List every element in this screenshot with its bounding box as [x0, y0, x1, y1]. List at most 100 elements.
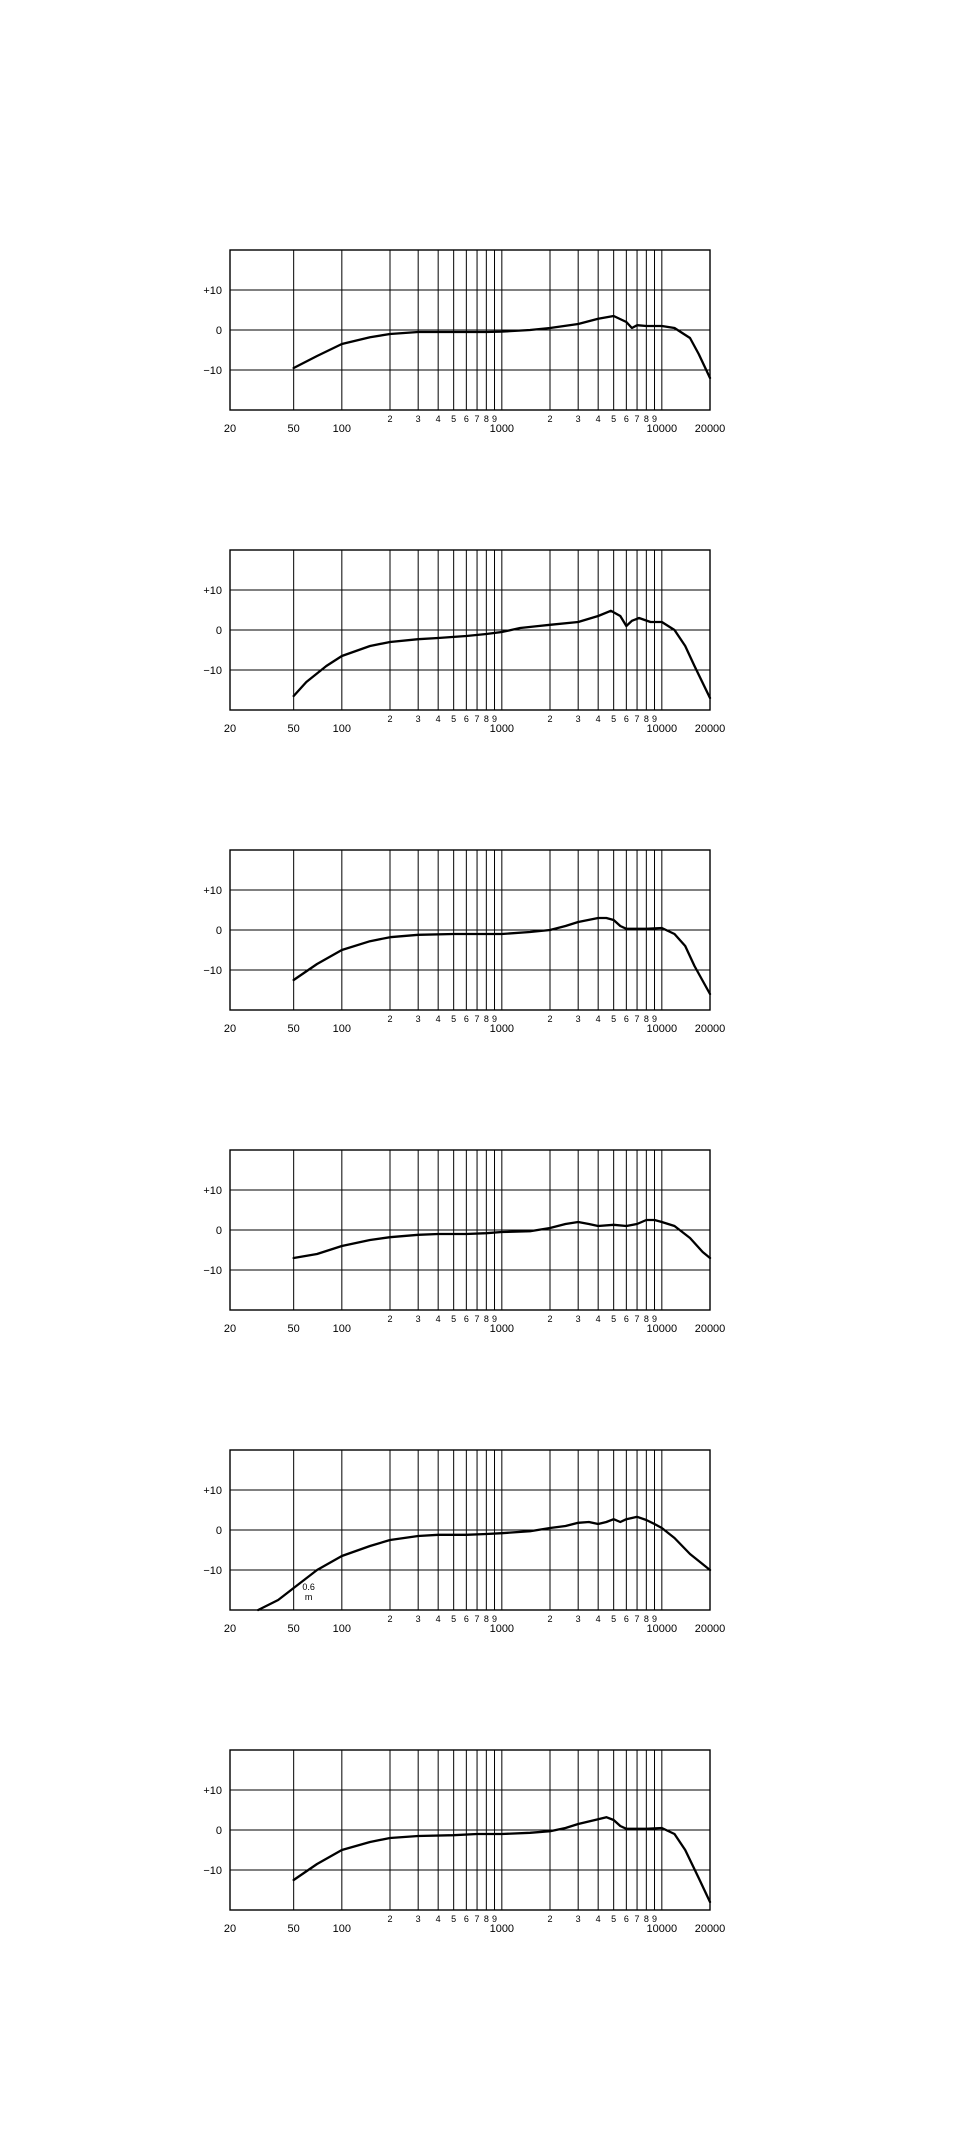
svg-text:2: 2	[387, 1914, 392, 1924]
svg-text:10000: 10000	[647, 1923, 678, 1935]
svg-text:3: 3	[576, 1014, 581, 1024]
svg-text:0: 0	[216, 1825, 222, 1837]
svg-text:6: 6	[464, 1014, 469, 1024]
svg-text:6: 6	[464, 714, 469, 724]
svg-text:4: 4	[436, 414, 441, 424]
svg-text:3: 3	[416, 414, 421, 424]
svg-text:3: 3	[416, 1914, 421, 1924]
svg-text:6: 6	[624, 1914, 629, 1924]
svg-text:20000: 20000	[695, 1623, 726, 1635]
svg-text:3: 3	[576, 1914, 581, 1924]
svg-text:9: 9	[492, 1014, 497, 1024]
svg-text:0: 0	[216, 925, 222, 937]
svg-text:100: 100	[333, 1923, 351, 1935]
svg-text:7: 7	[635, 1914, 640, 1924]
svg-text:7: 7	[475, 1014, 480, 1024]
svg-text:20: 20	[224, 1323, 236, 1335]
svg-text:5: 5	[611, 1914, 616, 1924]
svg-text:9: 9	[652, 1614, 657, 1624]
svg-text:8: 8	[484, 714, 489, 724]
svg-text:0: 0	[216, 325, 222, 337]
svg-text:100: 100	[333, 1023, 351, 1035]
svg-text:3: 3	[416, 714, 421, 724]
chart2: −100+10205010010001000020000234567892345…	[190, 540, 730, 760]
svg-text:0: 0	[216, 1525, 222, 1537]
svg-text:0: 0	[216, 625, 222, 637]
svg-text:9: 9	[492, 714, 497, 724]
svg-text:8: 8	[484, 1014, 489, 1024]
chart-wrapper-chart4: −100+10205010010001000020000234567892345…	[190, 1140, 730, 1360]
svg-text:6: 6	[624, 1614, 629, 1624]
svg-text:20: 20	[224, 1623, 236, 1635]
svg-text:3: 3	[576, 1314, 581, 1324]
svg-text:7: 7	[635, 414, 640, 424]
svg-text:20: 20	[224, 1023, 236, 1035]
chart1: −100+10205010010001000020000234567892345…	[190, 240, 730, 460]
svg-text:10000: 10000	[647, 1023, 678, 1035]
svg-text:2: 2	[547, 414, 552, 424]
svg-text:100: 100	[333, 1323, 351, 1335]
svg-text:5: 5	[611, 1014, 616, 1024]
svg-text:5: 5	[451, 1314, 456, 1324]
svg-text:−10: −10	[203, 365, 222, 377]
svg-text:6: 6	[464, 1914, 469, 1924]
svg-text:6: 6	[624, 1314, 629, 1324]
svg-text:50: 50	[288, 1023, 300, 1035]
svg-text:20000: 20000	[695, 1923, 726, 1935]
svg-text:7: 7	[475, 414, 480, 424]
svg-text:−10: −10	[203, 1565, 222, 1577]
svg-text:9: 9	[492, 414, 497, 424]
svg-text:+10: +10	[203, 1785, 222, 1797]
svg-text:0: 0	[216, 1225, 222, 1237]
svg-text:5: 5	[611, 1314, 616, 1324]
svg-text:5: 5	[451, 1014, 456, 1024]
svg-text:8: 8	[644, 1314, 649, 1324]
svg-text:−10: −10	[203, 965, 222, 977]
svg-text:2: 2	[547, 1314, 552, 1324]
svg-text:8: 8	[484, 1314, 489, 1324]
svg-text:5: 5	[611, 414, 616, 424]
svg-text:10000: 10000	[647, 723, 678, 735]
svg-text:6: 6	[464, 1314, 469, 1324]
svg-text:1000: 1000	[490, 723, 514, 735]
svg-text:7: 7	[635, 1614, 640, 1624]
svg-text:5: 5	[611, 1614, 616, 1624]
svg-text:4: 4	[596, 1014, 601, 1024]
svg-text:20: 20	[224, 423, 236, 435]
svg-text:6: 6	[624, 414, 629, 424]
svg-text:2: 2	[547, 1614, 552, 1624]
svg-text:50: 50	[288, 1323, 300, 1335]
svg-text:−10: −10	[203, 665, 222, 677]
svg-text:20: 20	[224, 723, 236, 735]
svg-text:+10: +10	[203, 1485, 222, 1497]
svg-text:9: 9	[652, 414, 657, 424]
svg-text:4: 4	[596, 1914, 601, 1924]
svg-text:5: 5	[451, 1914, 456, 1924]
svg-text:3: 3	[416, 1314, 421, 1324]
svg-text:3: 3	[576, 714, 581, 724]
svg-text:50: 50	[288, 723, 300, 735]
svg-text:8: 8	[484, 414, 489, 424]
svg-text:8: 8	[644, 1914, 649, 1924]
chart-wrapper-chart2: −100+10205010010001000020000234567892345…	[190, 540, 730, 760]
chart6: −100+10205010010001000020000234567892345…	[190, 1740, 730, 1960]
chart-wrapper-chart5: −100+10205010010001000020000234567892345…	[190, 1440, 730, 1660]
svg-text:2: 2	[387, 714, 392, 724]
svg-text:4: 4	[596, 714, 601, 724]
svg-text:+10: +10	[203, 1185, 222, 1197]
svg-text:4: 4	[436, 1014, 441, 1024]
chart-wrapper-chart6: −100+10205010010001000020000234567892345…	[190, 1740, 730, 1960]
svg-text:9: 9	[492, 1314, 497, 1324]
svg-text:7: 7	[475, 714, 480, 724]
chart4: −100+10205010010001000020000234567892345…	[190, 1140, 730, 1360]
svg-text:6: 6	[464, 414, 469, 424]
svg-text:4: 4	[436, 1614, 441, 1624]
svg-text:50: 50	[288, 1623, 300, 1635]
svg-text:50: 50	[288, 1923, 300, 1935]
svg-text:100: 100	[333, 423, 351, 435]
svg-text:9: 9	[652, 1014, 657, 1024]
svg-text:−10: −10	[203, 1865, 222, 1877]
svg-text:+10: +10	[203, 285, 222, 297]
svg-text:2: 2	[387, 1614, 392, 1624]
svg-text:10000: 10000	[647, 423, 678, 435]
